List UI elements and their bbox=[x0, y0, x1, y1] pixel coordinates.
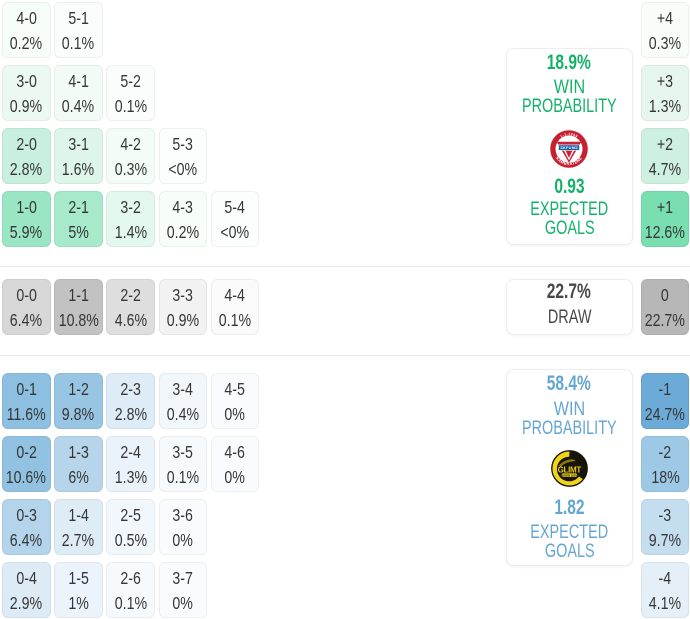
svg-text:BODØ 1916: BODØ 1916 bbox=[562, 473, 577, 477]
svg-text:1-1-1939: 1-1-1939 bbox=[560, 133, 579, 139]
svg-text:KFUM: KFUM bbox=[563, 146, 575, 150]
svg-text:GLIMT: GLIMT bbox=[557, 465, 581, 474]
